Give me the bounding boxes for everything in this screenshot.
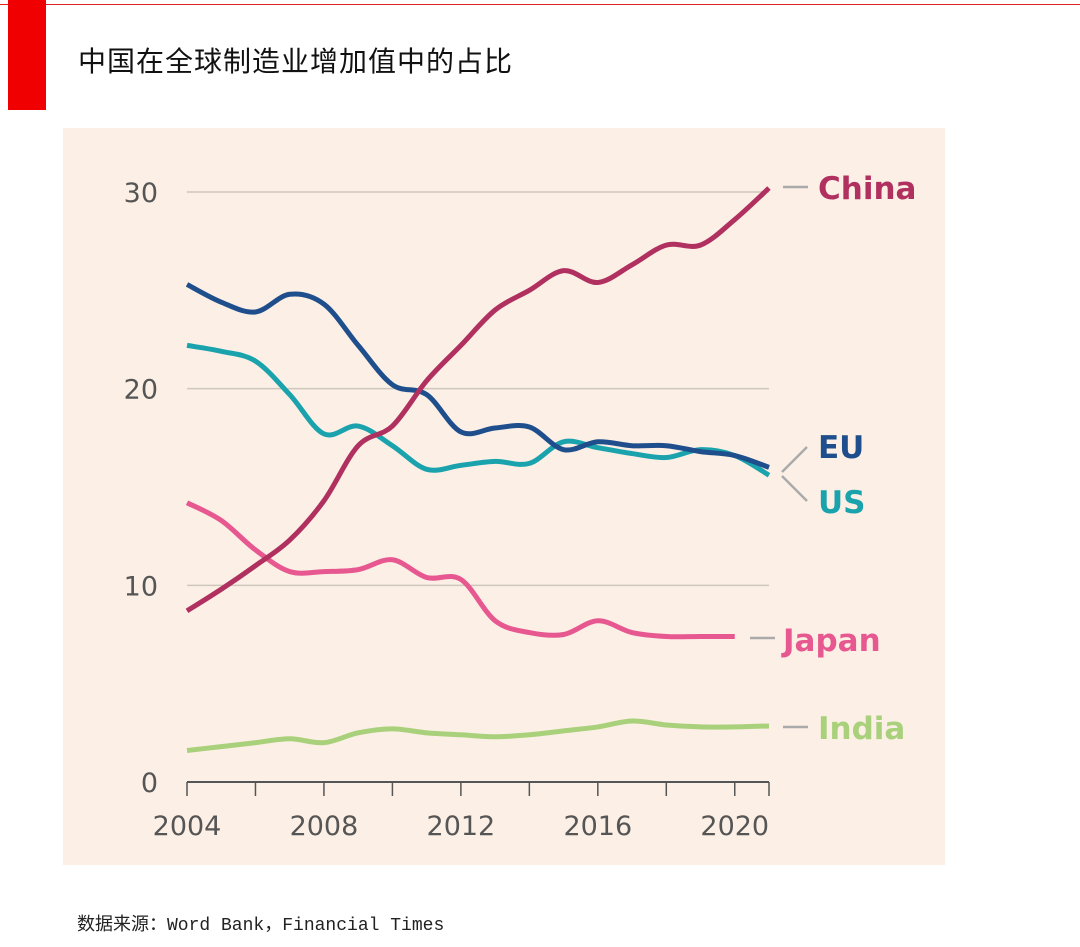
series-line-eu: [185, 282, 770, 470]
series-label-japan: Japan: [781, 623, 881, 659]
x-tick-label: 2004: [153, 811, 222, 842]
series-label-india: India: [818, 711, 905, 747]
y-tick-label: 20: [124, 375, 158, 406]
series-line-us: [186, 342, 771, 478]
x-tick-label: 2008: [290, 811, 359, 842]
y-tick-label: 10: [124, 571, 158, 602]
series-label-us: US: [818, 485, 866, 521]
top-rule: [0, 4, 1080, 5]
y-tick-label: 30: [124, 178, 158, 209]
series-label-china: China: [818, 171, 916, 207]
x-tick-label: 2020: [700, 811, 769, 842]
label-leader-us: [781, 475, 808, 502]
label-leader-eu: [781, 446, 808, 473]
source-note: 数据来源：Word Bank，Financial Times: [77, 916, 445, 936]
series-line-china: [185, 186, 771, 614]
series-line-japan: [185, 500, 735, 640]
series-line-india: [186, 718, 770, 754]
chart-title: 中国在全球制造业增加值中的占比: [78, 45, 514, 78]
y-tick-label: 0: [141, 768, 158, 799]
x-tick-label: 2012: [427, 811, 496, 842]
series-label-eu: EU: [818, 430, 864, 466]
accent-block: [8, 0, 46, 110]
chart-panel: [63, 128, 945, 865]
x-tick-label: 2016: [563, 811, 632, 842]
